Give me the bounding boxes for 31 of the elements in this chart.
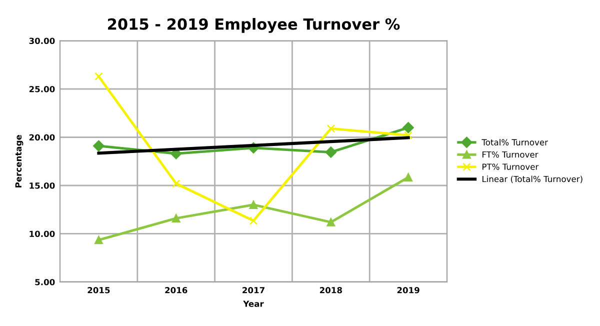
point xyxy=(94,72,103,81)
x-tick-label: 2015 xyxy=(88,287,110,294)
x-axis-title: Year xyxy=(243,300,264,307)
point xyxy=(93,140,104,152)
x-tick-label: 2016 xyxy=(165,287,188,294)
legend-label: Total% Turnover xyxy=(482,138,548,146)
y-axis-title: Percentage xyxy=(15,134,24,188)
point xyxy=(325,146,337,158)
point xyxy=(94,236,103,244)
point xyxy=(249,216,258,225)
point xyxy=(249,200,258,209)
point xyxy=(404,131,412,140)
x-tick-label: 2018 xyxy=(320,287,342,294)
y-tick-label: 5.00 xyxy=(35,278,55,286)
x-tick-label: 2017 xyxy=(242,287,264,294)
y-tick-label: 30.00 xyxy=(29,38,55,44)
point xyxy=(404,173,412,182)
y-tick-label: 25.00 xyxy=(29,86,55,92)
y-tick-label: 10.00 xyxy=(30,230,55,238)
x-tick-label: 2019 xyxy=(397,287,420,294)
chart-title: 2015 - 2019 Employee Turnover % xyxy=(108,18,400,33)
y-tick-label: 15.00 xyxy=(30,182,55,189)
point xyxy=(326,124,336,133)
legend-label: PT% Turnover xyxy=(482,164,539,170)
y-tick-label: 20.00 xyxy=(29,134,55,141)
point xyxy=(326,218,336,226)
point xyxy=(402,122,414,134)
legend-label: Linear (Total% Turnover) xyxy=(482,176,582,184)
legend-label: FT% Turnover xyxy=(482,151,538,158)
point xyxy=(172,214,180,222)
point xyxy=(172,179,180,188)
